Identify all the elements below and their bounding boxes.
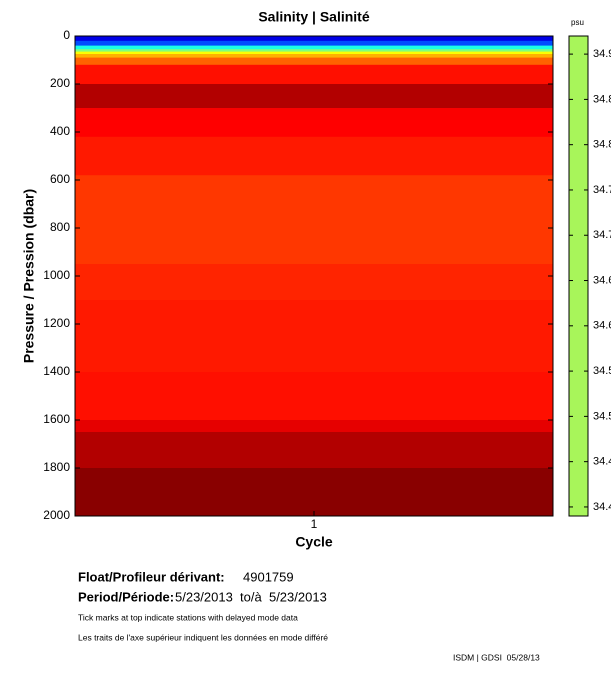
colorbar-tick-label: 34.45 [593,456,611,468]
heat-cell [75,54,553,59]
heat-cell [75,432,553,469]
y-tick-label: 200 [50,76,70,90]
heat-cell [75,300,553,373]
colorbar-tick-label: 34.4 [593,501,611,513]
y-tick-label: 1600 [43,412,70,426]
colorbar [568,35,589,517]
heat-cell [75,84,553,109]
y-tick-label: 0 [63,28,70,42]
heat-cell [75,40,553,47]
heat-cell [75,57,553,66]
x-tick-label: 1 [311,517,318,531]
heat-cell [75,64,553,85]
y-tick-label: 1000 [43,268,70,282]
heat-cell [75,49,553,53]
period: 5/23/2013 to/à 5/23/2013 [175,589,327,604]
heat-cell [75,51,553,55]
credit: ISDM | GDSI 05/28/13 [453,652,540,662]
heat-cell [75,420,553,433]
y-tick-label: 600 [50,172,70,186]
colorbar-tick-label: 34.5 [593,410,611,422]
period-label: Period/Période: [78,589,174,604]
y-tick-label: 1200 [43,316,70,330]
x-axis-label: Cycle [295,534,333,550]
heat-cell [75,175,553,265]
float-label: Float/Profileur dérivant: [78,569,225,584]
heat-cell [75,264,553,301]
colorbar-label: psu [571,18,584,27]
note: Tick marks at top indicate stations with… [78,612,298,622]
y-tick-label: 1800 [43,460,70,474]
heat-cell [75,120,553,138]
heat-cell [75,36,553,42]
colorbar-tick-label: 34.9 [593,48,611,60]
heat-cell [75,468,553,517]
colorbar-tick-label: 34.8 [593,139,611,151]
colorbar-tick-label: 34.55 [593,365,611,377]
colorbar-tick-label: 34.65 [593,274,611,286]
y-tick-label: 2000 [43,508,70,522]
chart-title: Salinity | Salinité [258,9,369,25]
colorbar-tick-label: 34.75 [593,184,611,196]
colorbar-tick-label: 34.6 [593,320,611,332]
y-tick-label: 400 [50,124,70,138]
note: Les traits de l'axe supérieur indiquent … [78,632,328,642]
colorbar-tick-label: 34.85 [593,93,611,105]
heat-cell [75,136,553,176]
heat-cell [75,372,553,421]
heat-cell [75,45,553,50]
y-tick-label: 800 [50,220,70,234]
y-axis-label: Pressure / Pression (dbar) [21,189,37,363]
float-id: 4901759 [243,569,294,584]
y-tick-label: 1400 [43,364,70,378]
heat-cell [75,108,553,121]
colorbar-tick-label: 34.7 [593,229,611,241]
